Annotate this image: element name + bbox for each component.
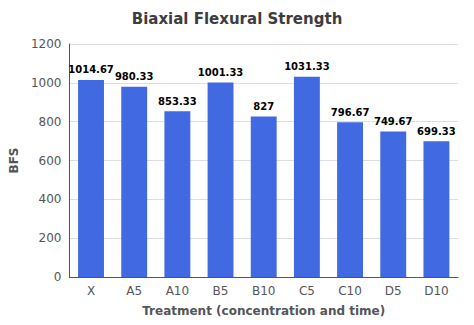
svg-text:980.33: 980.33 bbox=[115, 71, 154, 82]
svg-text:600: 600 bbox=[39, 154, 62, 168]
svg-text:D5: D5 bbox=[385, 284, 402, 298]
svg-text:B5: B5 bbox=[213, 284, 229, 298]
svg-text:200: 200 bbox=[39, 231, 62, 245]
svg-text:827: 827 bbox=[253, 101, 274, 112]
svg-text:BFS: BFS bbox=[7, 148, 21, 174]
svg-text:C10: C10 bbox=[338, 284, 362, 298]
svg-text:Biaxial Flexural Strength: Biaxial Flexural Strength bbox=[132, 10, 343, 28]
svg-text:A5: A5 bbox=[126, 284, 142, 298]
svg-text:796.67: 796.67 bbox=[331, 107, 370, 118]
svg-text:1031.33: 1031.33 bbox=[284, 61, 330, 72]
svg-text:B10: B10 bbox=[252, 284, 276, 298]
svg-text:A10: A10 bbox=[166, 284, 189, 298]
svg-text:853.33: 853.33 bbox=[158, 96, 197, 107]
svg-text:1001.33: 1001.33 bbox=[198, 67, 244, 78]
svg-text:Treatment (concentration and t: Treatment (concentration and time) bbox=[142, 304, 385, 318]
svg-text:D10: D10 bbox=[424, 284, 449, 298]
svg-text:800: 800 bbox=[39, 115, 62, 129]
svg-text:1014.67: 1014.67 bbox=[68, 64, 114, 75]
svg-text:0: 0 bbox=[54, 270, 62, 284]
svg-text:C5: C5 bbox=[299, 284, 315, 298]
svg-text:400: 400 bbox=[39, 192, 62, 206]
svg-text:699.33: 699.33 bbox=[417, 126, 456, 137]
svg-text:X: X bbox=[87, 284, 95, 298]
svg-text:1200: 1200 bbox=[31, 37, 62, 51]
svg-text:749.67: 749.67 bbox=[374, 116, 413, 127]
svg-text:1000: 1000 bbox=[31, 76, 62, 90]
